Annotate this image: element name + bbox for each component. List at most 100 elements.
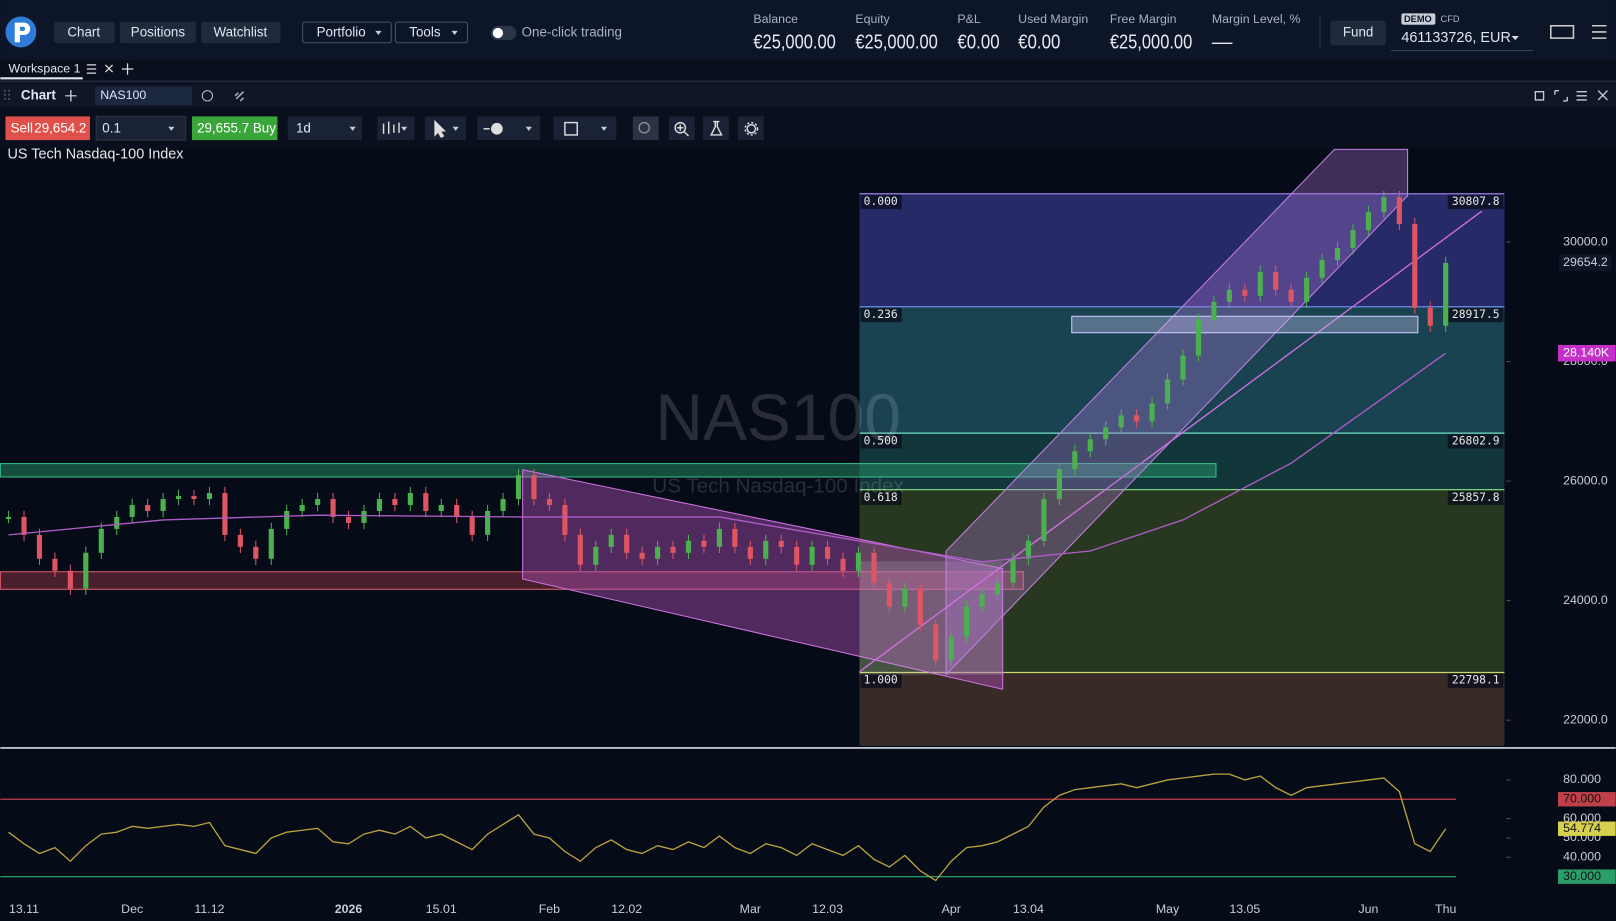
candle xyxy=(21,516,27,535)
chart-title: US Tech Nasdaq-100 Index xyxy=(8,146,185,162)
link-icon[interactable] xyxy=(234,91,244,102)
rsi-level-bg xyxy=(1557,792,1616,807)
tool-button[interactable] xyxy=(553,116,617,141)
account-label: P&L xyxy=(957,12,980,26)
candle xyxy=(438,504,444,511)
candle xyxy=(824,546,831,559)
candle xyxy=(376,499,383,511)
resistance-zone[interactable] xyxy=(0,571,1024,590)
panel-icons[interactable] xyxy=(1534,89,1608,102)
candle xyxy=(206,493,213,500)
trend-line[interactable] xyxy=(859,210,1483,673)
range-box[interactable] xyxy=(1071,315,1419,334)
candle xyxy=(1257,271,1263,296)
layout-icon[interactable] xyxy=(1550,24,1575,39)
ma-label: 28.140K xyxy=(1563,345,1610,359)
fib-zone xyxy=(859,193,1505,307)
nav-button[interactable] xyxy=(53,21,115,44)
candle xyxy=(515,475,522,500)
x-tick-label: Jun xyxy=(1358,902,1378,916)
account-id[interactable]: 461133726, EUR xyxy=(1401,30,1510,46)
interval-select[interactable] xyxy=(287,116,362,141)
chart-header xyxy=(0,84,1616,108)
candle xyxy=(809,546,815,565)
fib-price: 30807.8 xyxy=(1452,194,1500,208)
tool-button[interactable] xyxy=(737,116,764,141)
workspace-tab[interactable]: Workspace 1 xyxy=(9,61,81,75)
candle xyxy=(1211,301,1217,320)
candle xyxy=(546,499,552,505)
candle xyxy=(685,540,692,553)
candle xyxy=(1350,230,1356,248)
candle xyxy=(994,582,1001,595)
fib-price-bg xyxy=(1447,434,1504,449)
fib-label-bg xyxy=(860,194,902,210)
chart-tab[interactable]: Chart xyxy=(21,87,56,102)
time-axis: 13.11 Dec 11.12 2026 15.01 Feb 12.02 Mar 12.03 Ap… xyxy=(9,902,1456,916)
candle xyxy=(763,540,769,559)
candle xyxy=(52,558,58,571)
quantity-input[interactable] xyxy=(95,115,187,141)
candle xyxy=(1010,558,1016,583)
down-channel[interactable] xyxy=(522,469,1004,690)
tool-button[interactable] xyxy=(632,116,659,141)
x-tick-label: May xyxy=(1156,902,1180,916)
workspace-icons[interactable] xyxy=(86,63,134,75)
caret xyxy=(168,126,175,131)
candle xyxy=(1072,451,1078,470)
toggle-label: One-click trading xyxy=(522,24,622,39)
symbol-input[interactable] xyxy=(95,86,192,106)
candle xyxy=(1304,277,1310,302)
buy-button[interactable] xyxy=(191,116,278,141)
account-label: Equity xyxy=(855,12,890,26)
fib-price: 28917.5 xyxy=(1452,307,1500,321)
up-channel[interactable] xyxy=(945,148,1409,677)
candle xyxy=(407,493,413,505)
support-zone[interactable] xyxy=(0,463,1217,478)
cursor-icon xyxy=(434,119,447,138)
fib-price: 22798.1 xyxy=(1452,673,1500,687)
zoom-in-glyph xyxy=(677,124,690,137)
zoom-out-icon xyxy=(638,121,651,134)
tool-button[interactable] xyxy=(424,116,466,141)
candle xyxy=(902,588,908,607)
rsi-level-bg xyxy=(1557,869,1616,884)
x-tick-label: Mar xyxy=(740,902,761,916)
rsi-last-label: 54.774 xyxy=(1563,821,1601,835)
tool-button[interactable] xyxy=(377,116,415,141)
nav-button[interactable] xyxy=(119,21,197,44)
candle xyxy=(361,510,367,523)
sell-button[interactable] xyxy=(5,116,90,141)
fund-button[interactable] xyxy=(1330,20,1386,46)
candle xyxy=(1288,289,1294,302)
menu-icon[interactable] xyxy=(1591,24,1607,39)
fib-zone xyxy=(859,672,1505,746)
account-value: — xyxy=(1212,31,1233,54)
tool-button[interactable] xyxy=(477,116,541,141)
fib-label-bg xyxy=(860,673,902,688)
info-icon[interactable] xyxy=(201,90,214,102)
x-tick-label: Feb xyxy=(539,902,560,916)
demo-badge-text: DEMO xyxy=(1404,14,1432,24)
candle xyxy=(253,546,259,559)
fib-price: 25857.8 xyxy=(1452,490,1500,504)
tool-button[interactable] xyxy=(702,116,729,141)
flask-icon xyxy=(709,120,723,136)
account-value: €25,000.00 xyxy=(1110,31,1192,54)
candle xyxy=(1242,289,1248,296)
drag-handle[interactable] xyxy=(4,89,10,100)
candle xyxy=(1180,355,1186,380)
menu-button[interactable] xyxy=(394,21,469,44)
x-tick-label: 13.04 xyxy=(1013,902,1044,916)
tool-buttons[interactable] xyxy=(377,116,764,141)
menu-button[interactable] xyxy=(302,21,392,44)
nav-button[interactable] xyxy=(201,21,281,44)
candle xyxy=(1443,262,1449,326)
candles xyxy=(5,191,1449,667)
candle xyxy=(1381,197,1387,213)
candle xyxy=(1427,307,1433,326)
candle xyxy=(1025,540,1032,559)
nav-label: Chart xyxy=(67,24,100,39)
add-icon[interactable] xyxy=(65,90,77,102)
rsi-panel: 80.00060.00050.00040.00070.00030.00054.7… xyxy=(0,772,1616,884)
